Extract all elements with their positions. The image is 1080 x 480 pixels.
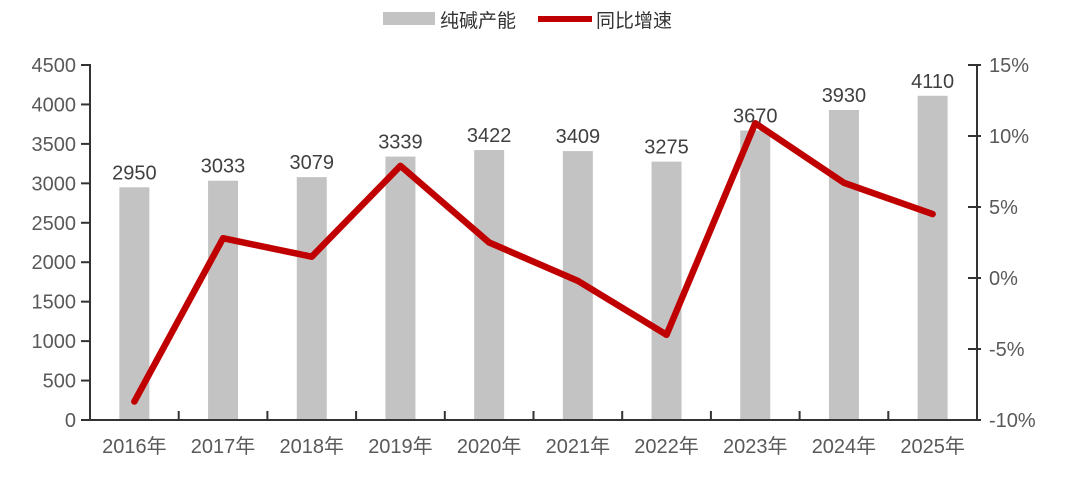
left-axis-tick-label: 2500 — [32, 213, 77, 235]
growth-rate-line — [131, 119, 936, 405]
bar-value-label: 3930 — [822, 85, 867, 107]
bar-2019年 — [385, 156, 416, 420]
right-axis-tick-label: 0% — [989, 268, 1018, 290]
bar-2024年 — [828, 109, 859, 420]
bar-value-label: 2950 — [112, 162, 157, 184]
axes-layer — [81, 64, 981, 421]
bar-value-label: 3670 — [733, 105, 778, 127]
line-layer — [131, 119, 936, 405]
left-axis-tick-label: 3500 — [32, 134, 77, 156]
right-axis-tick-label: 5% — [989, 197, 1018, 219]
bar-value-label: 4110 — [911, 71, 954, 93]
right-axis-tick-label: -5% — [989, 339, 1025, 361]
bars-layer — [119, 95, 948, 421]
left-axis-tick-label: 4000 — [32, 94, 77, 116]
bar-2020年 — [474, 150, 505, 420]
x-axis-category-label: 2025年 — [900, 435, 965, 458]
left-axis-tick-label: 0 — [65, 410, 76, 432]
x-axis-category-label: 2021年 — [546, 435, 611, 458]
right-axis-tick-label: 10% — [989, 126, 1029, 148]
left-axis-tick-label: 3000 — [32, 173, 77, 195]
x-axis-category-label: 2020年 — [457, 435, 522, 458]
bar-series-swatch — [383, 12, 435, 25]
bar-value-label: 3422 — [467, 125, 512, 147]
x-axis-category-label: 2024年 — [812, 435, 877, 458]
bar-2018年 — [296, 177, 327, 420]
bar-value-label: 3409 — [556, 126, 601, 148]
labels-layer: 2950 3033 3079 3339 3422 3409 3275 3670 3930 4110… — [32, 55, 1036, 458]
bar-value-label: 3033 — [201, 156, 246, 178]
left-axis-tick-label: 2000 — [32, 252, 77, 274]
x-axis-category-label: 2018年 — [280, 435, 345, 458]
right-axis-tick-label: 15% — [989, 55, 1029, 77]
left-axis-tick-label: 4500 — [32, 55, 77, 77]
x-axis-category-label: 2023年 — [723, 435, 788, 458]
left-axis-tick-label: 500 — [43, 371, 76, 393]
bar-2022年 — [651, 161, 682, 420]
right-axis-tick-label: -10% — [989, 410, 1036, 432]
bar-2025年 — [917, 95, 948, 421]
x-axis-category-label: 2022年 — [634, 435, 699, 458]
chart-legend: 纯碱产能 同比增速 — [383, 10, 672, 32]
bar-series-legend-label: 纯碱产能 — [440, 10, 516, 32]
bar-value-label: 3275 — [644, 137, 689, 159]
x-axis-category-label: 2019年 — [368, 435, 433, 458]
x-axis-category-label: 2017年 — [191, 435, 256, 458]
bar-value-label: 3079 — [290, 152, 335, 174]
bar-value-label: 3339 — [378, 132, 423, 154]
x-axis-category-label: 2016年 — [102, 435, 167, 458]
line-series-legend-label: 同比增速 — [596, 10, 672, 32]
bar-2017年 — [208, 180, 239, 420]
bar-2023年 — [740, 130, 771, 420]
left-axis-tick-label: 1500 — [32, 292, 77, 314]
left-axis-tick-label: 1000 — [32, 331, 77, 353]
